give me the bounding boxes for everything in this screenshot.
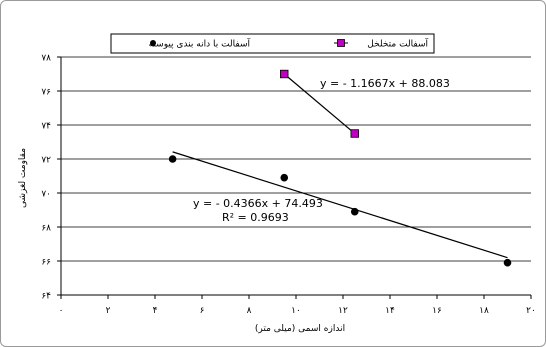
axes (57, 56, 532, 299)
legend-marker-square (337, 39, 345, 47)
x-tick-label: ۱۸ (479, 306, 489, 316)
y-tick-label: ۶۶ (41, 258, 51, 268)
data-points (168, 69, 512, 267)
data-point-series-1 (280, 173, 289, 182)
x-tick-label: ۶ (200, 306, 205, 316)
trendline-series-2 (283, 73, 356, 134)
legend-entry-series-2: آسفالت متخلخل (334, 38, 428, 50)
y-tick-label: ۷۸ (41, 54, 51, 64)
x-tick-label: ۲ (106, 306, 111, 316)
y-tick-label: ۶۸ (41, 224, 51, 234)
x-tick-label: ۲۰ (526, 306, 536, 316)
data-point-series-2 (350, 129, 359, 138)
trendlines (172, 73, 508, 259)
legend-box (110, 33, 435, 54)
legend-label: آسفالت متخلخل (367, 38, 428, 50)
y-tick-label: ۷۲ (41, 156, 51, 166)
x-tick-label: ۱۰ (291, 306, 301, 316)
y-tick-label: ۷۰ (41, 190, 51, 200)
x-tick-label: ۰ (59, 306, 64, 316)
legend-marker-circle (150, 40, 156, 46)
x-tick-label: ۴ (153, 306, 158, 316)
x-axis-title: اندازه اسمی (میلی متر) (255, 324, 345, 334)
y-tick-label: ۷۶ (41, 88, 51, 98)
equation-label-series-1: y = - 0.4366x + 74.493 (193, 197, 323, 210)
equation-label-series-2: y = - 1.1667x + 88.083 (320, 77, 450, 90)
y-axis-title: مقاومت لغزشی (18, 148, 28, 208)
y-tick-label: ۷۴ (41, 122, 51, 132)
x-tick-label: ۱۶ (432, 306, 442, 316)
data-point-series-1 (350, 207, 359, 216)
data-point-series-1 (503, 258, 512, 267)
y-tick-label: ۶۴ (41, 292, 51, 302)
grid (61, 56, 531, 262)
legend-label: آسفالت با دانه بندی پیوسته (149, 38, 251, 50)
trendline-series-1 (172, 151, 508, 259)
r2-label-series-1: R² = 0.9693 (222, 211, 289, 224)
x-tick-label: ۱۴ (385, 306, 395, 316)
data-point-series-1 (168, 155, 177, 163)
data-point-series-2 (280, 69, 289, 79)
legend-entry-series-1: آسفالت با دانه بندی پیوسته (149, 38, 251, 50)
x-tick-label: ۸ (247, 306, 252, 316)
x-tick-label: ۱۲ (338, 306, 348, 316)
